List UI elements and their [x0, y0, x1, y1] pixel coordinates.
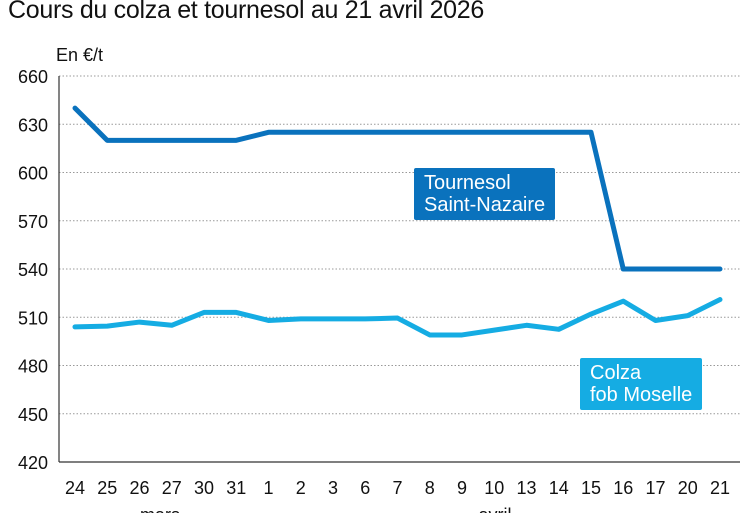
x-tick-label: 14 — [549, 478, 569, 498]
tournesol-label-line1: Tournesol — [424, 172, 511, 194]
y-tick-label: 570 — [18, 212, 48, 232]
x-tick-label: 20 — [678, 478, 698, 498]
x-tick-label: 25 — [97, 478, 117, 498]
y-axis-label: En €/t — [56, 45, 104, 65]
x-tick-label: 31 — [226, 478, 246, 498]
x-tick-label: 15 — [581, 478, 601, 498]
x-tick-label: 27 — [162, 478, 182, 498]
x-tick-label: 16 — [613, 478, 633, 498]
x-tick-label: 13 — [516, 478, 536, 498]
x-tick-label: 1 — [263, 478, 273, 498]
y-tick-label: 540 — [18, 260, 48, 280]
x-tick-label: 8 — [425, 478, 435, 498]
x-tick-label: 9 — [457, 478, 467, 498]
y-tick-label: 480 — [18, 357, 48, 377]
tournesol-label-line2: Saint-Nazaire — [424, 194, 546, 216]
month-label: mars — [140, 505, 180, 513]
x-tick-label: 30 — [194, 478, 214, 498]
colza-label-line1: Colza — [590, 362, 642, 384]
colza-label-line2: fob Moselle — [590, 384, 693, 406]
x-tick-label: 21 — [710, 478, 730, 498]
x-tick-label: 26 — [129, 478, 149, 498]
month-label: avril — [478, 505, 511, 513]
x-tick-label: 7 — [392, 478, 402, 498]
x-tick-label: 24 — [65, 478, 85, 498]
chart-title: Cours du colza et tournesol au 21 avril … — [8, 0, 484, 24]
x-tick-label: 6 — [360, 478, 370, 498]
x-tick-label: 17 — [645, 478, 665, 498]
colza-series-label: Colza fob Moselle — [580, 358, 703, 410]
y-tick-label: 450 — [18, 405, 48, 425]
tournesol-series-label: Tournesol Saint-Nazaire — [414, 168, 556, 220]
y-tick-label: 510 — [18, 308, 48, 328]
y-tick-label: 660 — [18, 67, 48, 87]
x-tick-label: 2 — [296, 478, 306, 498]
x-tick-label: 3 — [328, 478, 338, 498]
y-tick-label: 420 — [18, 453, 48, 473]
x-tick-label: 10 — [484, 478, 504, 498]
y-tick-label: 630 — [18, 115, 48, 135]
y-tick-label: 600 — [18, 164, 48, 184]
